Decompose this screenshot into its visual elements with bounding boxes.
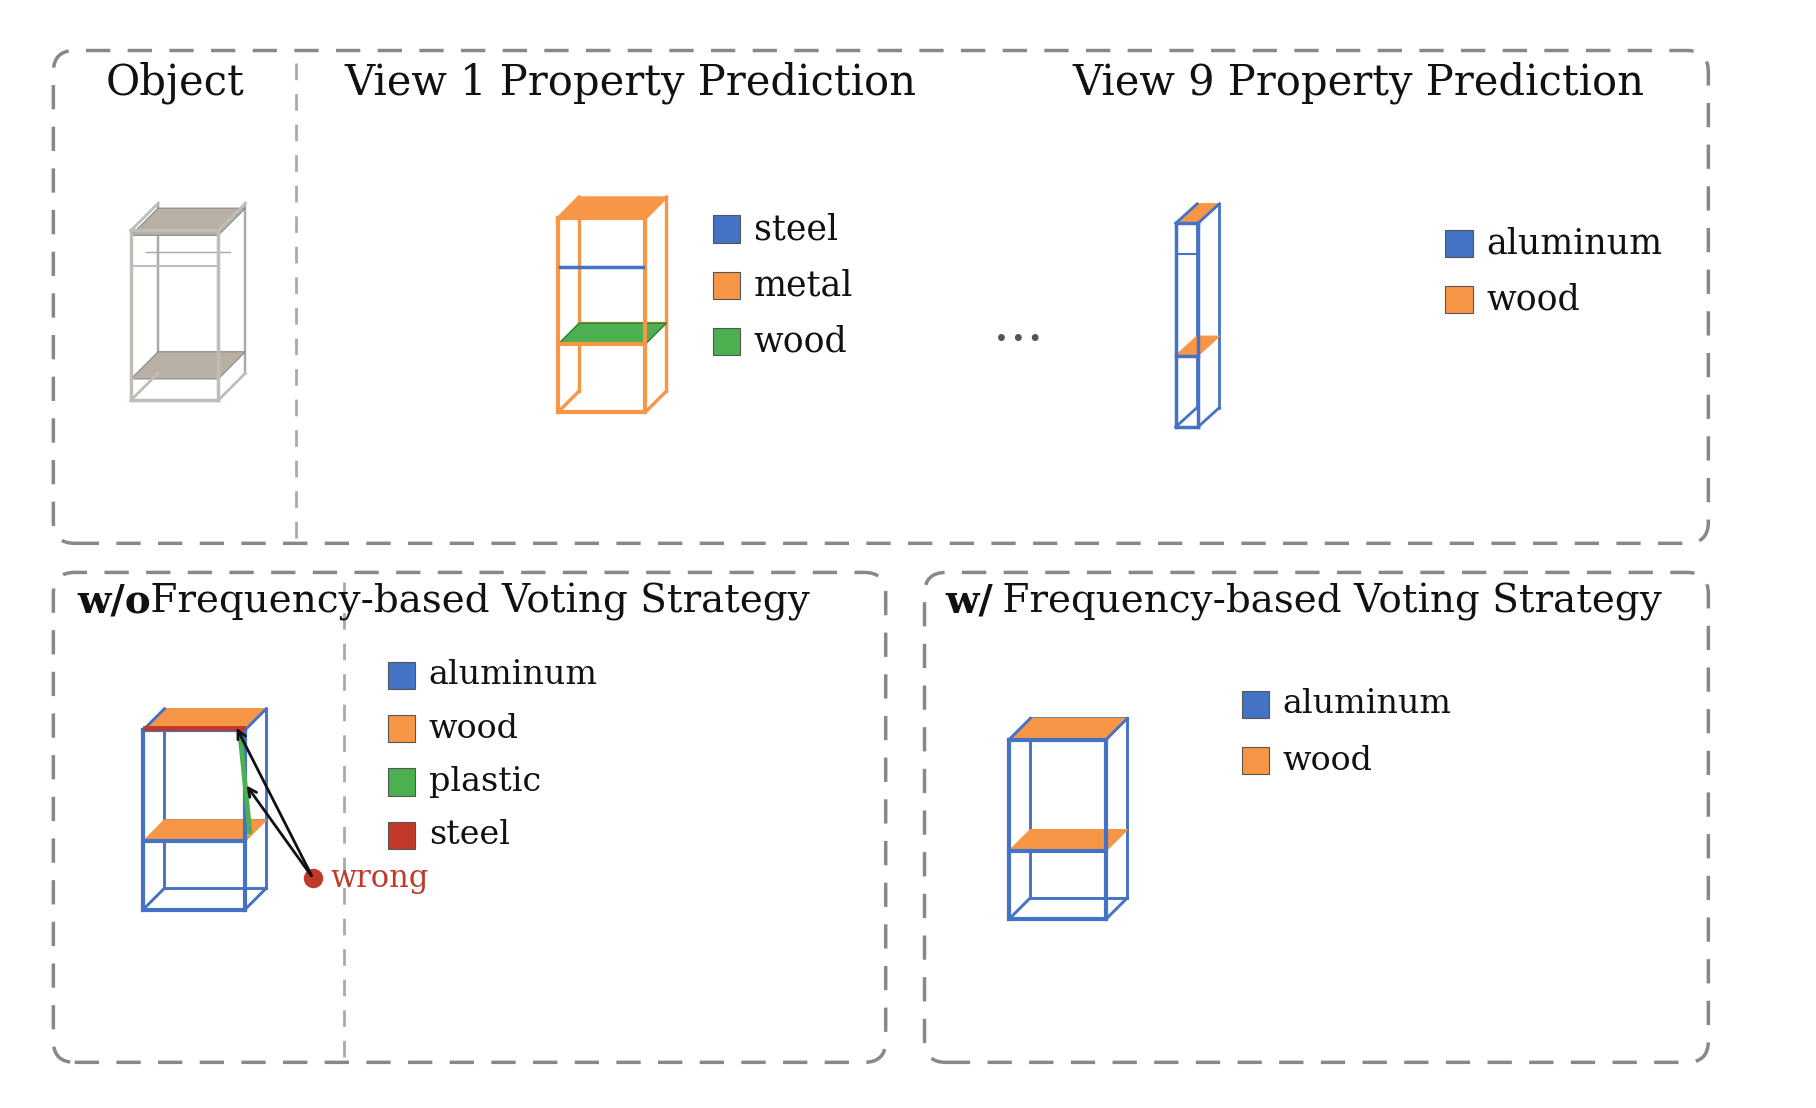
Polygon shape xyxy=(1446,286,1473,314)
Text: Object: Object xyxy=(105,61,243,104)
Text: wood: wood xyxy=(1485,283,1580,317)
Text: View 1 Property Prediction: View 1 Property Prediction xyxy=(345,61,917,104)
Text: wrong: wrong xyxy=(331,862,429,893)
Polygon shape xyxy=(714,271,741,299)
Text: wood: wood xyxy=(754,325,848,359)
Text: steel: steel xyxy=(429,819,510,851)
Polygon shape xyxy=(131,351,245,379)
Polygon shape xyxy=(389,822,416,849)
Text: aluminum: aluminum xyxy=(1282,688,1451,720)
Polygon shape xyxy=(1175,336,1219,356)
Polygon shape xyxy=(1010,830,1128,851)
Text: metal: metal xyxy=(754,268,854,302)
Text: Frequency-based Voting Strategy: Frequency-based Voting Strategy xyxy=(138,583,810,620)
Polygon shape xyxy=(714,328,741,356)
Polygon shape xyxy=(131,208,245,235)
Polygon shape xyxy=(1446,230,1473,257)
Polygon shape xyxy=(1175,204,1219,223)
Polygon shape xyxy=(1010,718,1128,740)
Text: aluminum: aluminum xyxy=(1485,226,1662,260)
Text: wood: wood xyxy=(429,712,519,745)
Polygon shape xyxy=(143,709,267,730)
Polygon shape xyxy=(1242,690,1269,718)
Text: aluminum: aluminum xyxy=(429,659,597,691)
Polygon shape xyxy=(389,768,416,796)
Polygon shape xyxy=(389,661,416,689)
Polygon shape xyxy=(143,820,267,841)
Text: w/: w/ xyxy=(946,583,993,620)
Text: plastic: plastic xyxy=(429,766,541,798)
Polygon shape xyxy=(558,197,666,218)
Text: w/o: w/o xyxy=(78,583,151,620)
Text: View 9 Property Prediction: View 9 Property Prediction xyxy=(1071,61,1643,104)
Polygon shape xyxy=(1242,747,1269,774)
Polygon shape xyxy=(558,324,666,345)
Polygon shape xyxy=(389,715,416,742)
Text: Frequency-based Voting Strategy: Frequency-based Voting Strategy xyxy=(990,583,1662,620)
Text: wood: wood xyxy=(1282,745,1373,777)
Text: ...: ... xyxy=(993,299,1044,350)
Polygon shape xyxy=(714,215,741,243)
Text: steel: steel xyxy=(754,212,837,246)
